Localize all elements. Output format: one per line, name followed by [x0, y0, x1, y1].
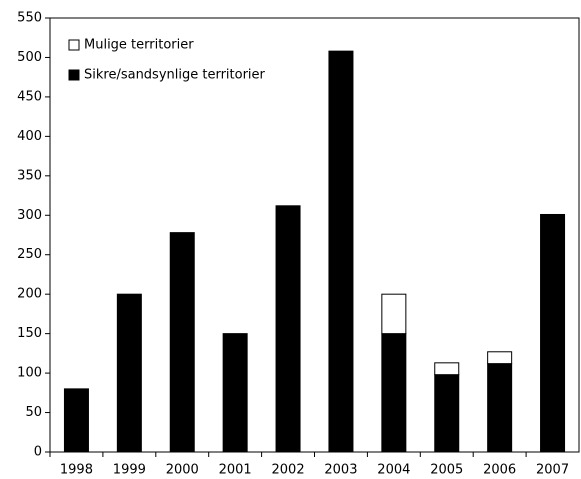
y-tick-label: 200 — [17, 287, 42, 302]
bar-segment — [540, 213, 566, 453]
legend-swatch — [68, 69, 80, 81]
y-tick-label: 250 — [17, 247, 42, 262]
bar-segment — [116, 293, 142, 453]
legend-label: Sikre/sandsynlige territorier — [84, 68, 266, 83]
bar-segment — [63, 388, 89, 453]
legend-label: Mulige territorier — [84, 38, 194, 53]
bar-segment — [487, 351, 513, 365]
legend-swatch — [68, 39, 80, 51]
y-tick-label: 100 — [17, 366, 42, 381]
bar-segment — [434, 362, 460, 376]
x-tick-label: 2003 — [324, 463, 357, 478]
y-tick-label: 50 — [25, 405, 42, 420]
x-tick-label: 2000 — [166, 463, 199, 478]
x-tick-label: 2006 — [483, 463, 516, 478]
bar-segment — [328, 50, 354, 453]
bar-segment — [169, 232, 195, 453]
x-tick-label: 2004 — [377, 463, 410, 478]
x-tick-label: 2005 — [430, 463, 463, 478]
y-tick-label: 450 — [17, 89, 42, 104]
bar-segment — [381, 293, 407, 335]
y-tick-label: 500 — [17, 50, 42, 65]
x-tick-label: 1998 — [60, 463, 93, 478]
y-tick-label: 350 — [17, 168, 42, 183]
y-tick-label: 400 — [17, 129, 42, 144]
x-tick-label: 2007 — [536, 463, 569, 478]
bar-segment — [487, 363, 513, 453]
y-tick-label: 0 — [34, 445, 42, 460]
bar-segment — [222, 333, 248, 453]
x-tick-label: 1999 — [113, 463, 146, 478]
x-tick-label: 2002 — [272, 463, 305, 478]
bar-segment — [434, 374, 460, 453]
bar-segment — [381, 333, 407, 453]
x-tick-label: 2001 — [219, 463, 252, 478]
y-tick-label: 550 — [17, 11, 42, 26]
y-tick-label: 150 — [17, 326, 42, 341]
bar-segment — [275, 205, 301, 453]
y-tick-label: 300 — [17, 208, 42, 223]
